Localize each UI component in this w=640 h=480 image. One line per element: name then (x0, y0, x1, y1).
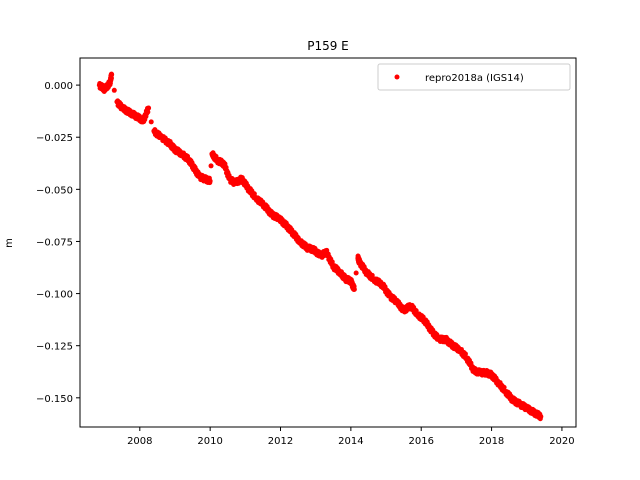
x-tick-label: 2010 (197, 436, 222, 447)
y-tick-label: −0.100 (36, 290, 73, 301)
data-point (354, 270, 359, 275)
y-tick-label: −0.150 (36, 394, 73, 405)
x-tick-label: 2012 (268, 436, 293, 447)
legend-label: repro2018a (IGS14) (425, 73, 524, 84)
x-tick-label: 2018 (479, 436, 504, 447)
legend-marker (395, 75, 400, 80)
data-point (208, 179, 213, 184)
y-tick-label: −0.050 (36, 185, 73, 196)
x-tick-label: 2020 (549, 436, 574, 447)
y-axis-label: m (4, 238, 15, 248)
data-point (538, 414, 543, 419)
x-tick-label: 2014 (338, 436, 363, 447)
data-point (352, 287, 357, 292)
y-tick-label: 0.000 (44, 81, 73, 92)
data-point (149, 119, 154, 124)
data-point (146, 106, 151, 111)
data-point (112, 88, 117, 93)
chart-title: P159 E (307, 39, 349, 53)
data-point (109, 72, 114, 77)
legend: repro2018a (IGS14) (378, 64, 570, 90)
y-tick-label: −0.075 (36, 237, 73, 248)
x-tick-label: 2016 (408, 436, 433, 447)
x-tick-label: 2008 (127, 436, 152, 447)
data-point (209, 163, 214, 168)
y-tick-label: −0.125 (36, 342, 73, 353)
y-tick-label: −0.025 (36, 133, 73, 144)
